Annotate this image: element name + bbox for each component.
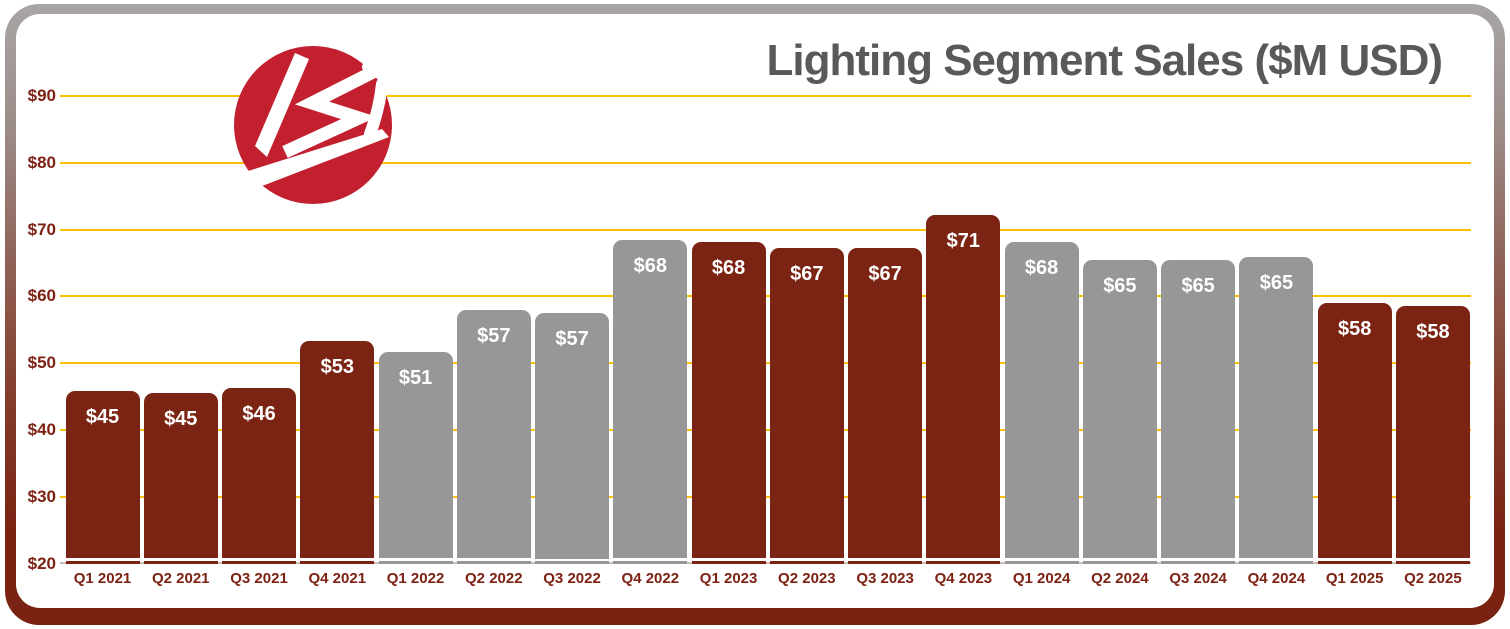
x-tick-label: Q1 2023 (699, 570, 758, 587)
bar-baseline-segment (848, 560, 923, 564)
bar-baseline-segment (769, 560, 844, 564)
bar-value-label: $45 (164, 408, 198, 431)
x-tick-label: Q3 2024 (1169, 570, 1227, 587)
grid-line (60, 94, 1471, 97)
bar: $46 (222, 387, 297, 559)
x-tick-label: Q4 2024 (1247, 570, 1306, 587)
x-tick-label: Q2 2025 (1404, 570, 1462, 587)
grid-line (60, 161, 1471, 164)
grid-line (60, 228, 1471, 231)
chart-title: Lighting Segment Sales ($M USD) (766, 36, 1443, 85)
bar: $57 (456, 310, 531, 559)
x-tick-label: Q4 2021 (308, 570, 367, 587)
bar-value-label: $65 (1181, 274, 1215, 297)
x-tick-label: Q4 2023 (934, 570, 993, 587)
x-tick-label: Q2 2021 (151, 570, 210, 587)
bar-baseline-segment (1004, 560, 1079, 564)
bar-value-label: $57 (477, 325, 511, 348)
bar-baseline-segment (535, 560, 610, 564)
bar-baseline-segment (143, 560, 218, 564)
x-tick-label: Q2 2023 (778, 570, 836, 587)
x-tick-label: Q4 2022 (621, 570, 680, 587)
bar: $45 (143, 393, 218, 559)
bar-baseline-segment (613, 560, 688, 564)
x-tick-label: Q2 2022 (465, 570, 523, 587)
bar-value-label: $71 (946, 229, 981, 252)
bar-value-label: $65 (1259, 271, 1294, 294)
bar-baseline-segment (1161, 560, 1236, 564)
bar-value-label: $46 (242, 402, 276, 425)
x-tick-label: Q1 2025 (1325, 570, 1384, 587)
bar-value-label: $53 (320, 356, 354, 379)
bar: $51 (378, 351, 453, 559)
bar-baseline-segment (300, 560, 375, 564)
bar: $67 (769, 247, 844, 559)
bar-value-label: $68 (1024, 257, 1059, 280)
bar: $65 (1161, 259, 1236, 559)
y-tick-label: $20 (27, 553, 56, 573)
y-tick-label: $80 (27, 152, 56, 172)
bar-value-label: $57 (555, 328, 589, 350)
x-tick-label: Q1 2022 (386, 570, 445, 587)
bar-value-label: $58 (1416, 320, 1450, 343)
y-tick-label: $50 (27, 353, 56, 373)
x-tick-label: Q3 2021 (230, 570, 288, 587)
bar: $53 (300, 341, 375, 559)
bar-value-label: $68 (633, 255, 667, 278)
bar-baseline-segment (691, 560, 766, 564)
bar: $45 (65, 391, 140, 559)
y-tick-label: $30 (27, 486, 56, 506)
y-tick-label: $70 (27, 219, 56, 239)
bar-baseline-segment (926, 560, 1001, 564)
bar-value-label: $68 (711, 256, 746, 279)
y-tick-label: $40 (27, 419, 56, 439)
bar: $58 (1317, 302, 1392, 559)
bar-baseline-segment (222, 560, 297, 564)
lsi-logo-icon (234, 46, 392, 204)
bar: $68 (613, 240, 688, 559)
y-tick-label: $90 (27, 85, 56, 105)
bar: $71 (926, 214, 1001, 559)
bar-baseline-segment (378, 560, 453, 564)
bar-baseline-segment (1395, 560, 1470, 564)
x-tick-label: Q3 2022 (543, 570, 601, 587)
bar-value-label: $51 (398, 366, 433, 389)
bar-baseline-segment (1239, 560, 1314, 564)
y-tick-label: $60 (27, 286, 56, 306)
bar: $65 (1239, 256, 1314, 559)
bar-value-label: $67 (790, 262, 824, 285)
bar-value-label: $65 (1103, 274, 1137, 297)
x-tick-label: Q3 2023 (856, 570, 914, 587)
bar-value-label: $67 (868, 263, 902, 286)
bar: $57 (535, 313, 610, 559)
x-tick-label: Q2 2024 (1091, 570, 1149, 587)
bar-baseline-segment (1082, 560, 1157, 564)
bar-value-label: $58 (1337, 317, 1372, 340)
bar-value-label: $45 (85, 406, 120, 429)
x-tick-label: Q1 2024 (1012, 570, 1071, 587)
bar: $68 (691, 241, 766, 559)
x-tick-label: Q1 2021 (73, 570, 132, 587)
bar: $58 (1395, 305, 1470, 559)
bar: $68 (1004, 242, 1079, 559)
bar: $67 (848, 248, 923, 559)
bar-baseline-segment (1317, 560, 1392, 564)
bar-baseline-segment (65, 560, 140, 564)
bar-baseline-segment (456, 560, 531, 564)
bar: $65 (1082, 259, 1157, 559)
